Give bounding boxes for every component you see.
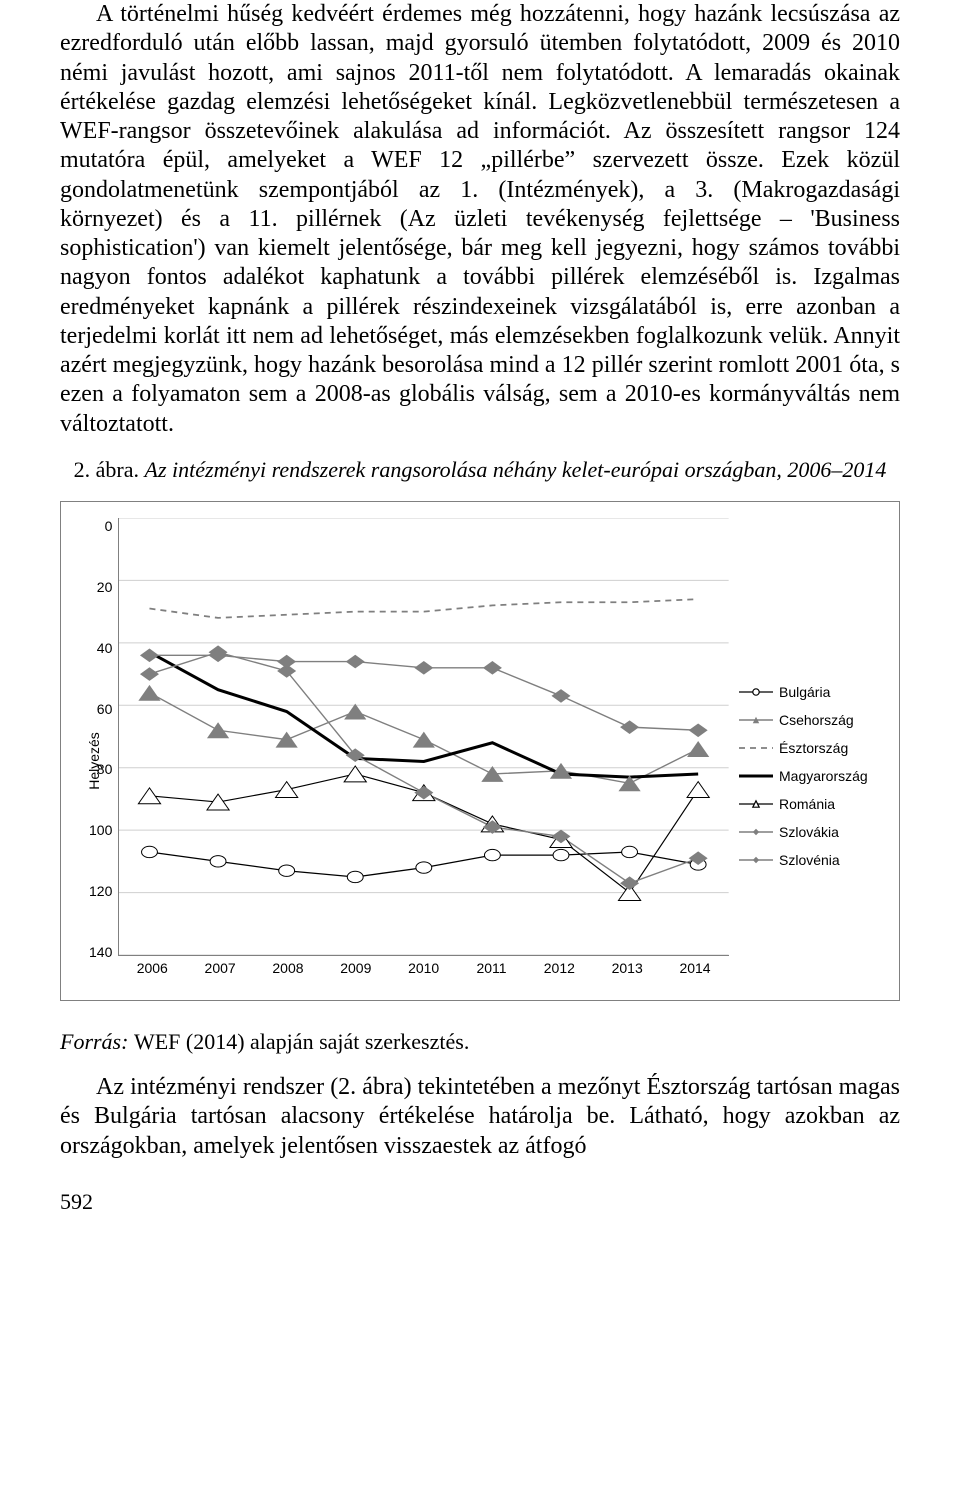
figure-caption-label: 2. ábra. bbox=[74, 457, 145, 482]
legend-swatch bbox=[739, 797, 773, 811]
chart-xtick: 2011 bbox=[458, 960, 526, 976]
chart-xaxis: 200620072008200920102011201220132014 bbox=[118, 956, 729, 990]
chart-xtick: 2009 bbox=[322, 960, 390, 976]
paragraph-after-chart: Az intézményi rendszer (2. ábra) tekinte… bbox=[60, 1073, 900, 1161]
chart-ytick: 40 bbox=[97, 640, 113, 656]
chart-legend: Bulgária Csehország Észtország Magyarország… bbox=[729, 563, 889, 990]
legend-label: Szlovénia bbox=[779, 852, 840, 868]
legend-swatch bbox=[739, 685, 773, 699]
chart-xtick: 2008 bbox=[254, 960, 322, 976]
chart-ytick: 140 bbox=[89, 944, 112, 960]
chart-ytick: 120 bbox=[89, 883, 112, 899]
legend-swatch bbox=[739, 741, 773, 755]
chart-ytick: 100 bbox=[89, 822, 112, 838]
legend-item: Románia bbox=[739, 796, 889, 812]
chart-ytick: 0 bbox=[105, 518, 113, 534]
chart-plot-column: 200620072008200920102011201220132014 bbox=[118, 518, 729, 990]
chart-xtick: 2006 bbox=[118, 960, 186, 976]
chart-plot bbox=[118, 518, 729, 956]
legend-item: Szlovénia bbox=[739, 852, 889, 868]
chart-xtick: 2014 bbox=[661, 960, 729, 976]
chart-inner: 020406080100120140 200620072008200920102… bbox=[89, 518, 889, 990]
chart-xtick: 2012 bbox=[525, 960, 593, 976]
figure-source: Forrás: WEF (2014) alapján saját szerkes… bbox=[60, 1029, 900, 1055]
legend-swatch bbox=[739, 825, 773, 839]
chart-ylabel: Helyezés bbox=[86, 732, 102, 790]
chart-xtick: 2013 bbox=[593, 960, 661, 976]
legend-label: Románia bbox=[779, 796, 835, 812]
legend-swatch bbox=[739, 853, 773, 867]
chart-markers-svg bbox=[119, 518, 729, 955]
page-number: 592 bbox=[60, 1189, 900, 1215]
chart-xtick: 2010 bbox=[390, 960, 458, 976]
figure-caption-desc: Az intézményi rendszerek rangsorolása né… bbox=[145, 457, 887, 482]
legend-label: Csehország bbox=[779, 712, 854, 728]
chart-ytick: 20 bbox=[97, 579, 113, 595]
legend-label: Bulgária bbox=[779, 684, 830, 700]
legend-label: Szlovákia bbox=[779, 824, 839, 840]
paragraph-main: A történelmi hűség kedvéért érdemes még … bbox=[60, 0, 900, 439]
chart-xtick: 2007 bbox=[186, 960, 254, 976]
legend-label: Magyarország bbox=[779, 768, 868, 784]
legend-item: Szlovákia bbox=[739, 824, 889, 840]
figure-caption: 2. ábra. Az intézményi rendszerek rangso… bbox=[60, 457, 900, 483]
legend-label: Észtország bbox=[779, 740, 848, 756]
legend-swatch bbox=[739, 769, 773, 783]
chart-container: Helyezés 020406080100120140 200620072008… bbox=[60, 501, 900, 1001]
legend-item: Észtország bbox=[739, 740, 889, 756]
legend-item: Bulgária bbox=[739, 684, 889, 700]
legend-item: Magyarország bbox=[739, 768, 889, 784]
legend-item: Csehország bbox=[739, 712, 889, 728]
figure-source-label: Forrás: bbox=[60, 1029, 134, 1054]
chart-ytick: 60 bbox=[97, 701, 113, 717]
figure-source-text: WEF (2014) alapján saját szerkesztés. bbox=[134, 1029, 469, 1054]
legend-swatch bbox=[739, 713, 773, 727]
page-root: A történelmi hűség kedvéért érdemes még … bbox=[0, 0, 960, 1245]
